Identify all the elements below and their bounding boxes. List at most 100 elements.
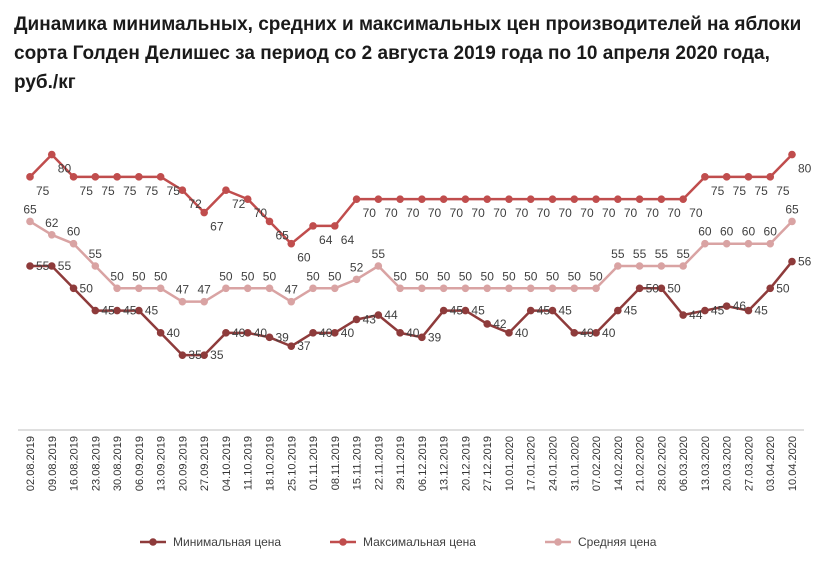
data-point: [222, 329, 230, 337]
data-label: 60: [720, 225, 734, 239]
x-tick-label: 20.09.2019: [177, 436, 189, 491]
data-label: 75: [123, 184, 137, 198]
data-label: 55: [58, 259, 72, 273]
data-label: 50: [502, 269, 516, 283]
data-point: [788, 257, 796, 266]
data-point: [287, 239, 296, 248]
data-point: [331, 284, 339, 293]
data-point: [701, 306, 709, 315]
data-point: [592, 195, 600, 203]
data-point: [396, 195, 404, 203]
data-point: [766, 239, 775, 248]
data-label: 75: [145, 184, 159, 198]
x-tick-label: 27.09.2019: [199, 436, 211, 491]
x-tick-label: 23.08.2019: [90, 436, 102, 491]
data-point: [788, 150, 796, 159]
legend-label: Средняя цена: [578, 535, 657, 549]
data-label: 45: [624, 304, 638, 318]
x-tick-label: 28.02.2020: [656, 436, 668, 491]
data-label: 45: [145, 304, 159, 318]
data-point: [200, 297, 208, 306]
legend-marker: [339, 538, 347, 546]
series-line: [29, 153, 793, 245]
data-point: [396, 329, 404, 337]
data-label: 70: [406, 206, 420, 220]
data-label: 75: [733, 184, 747, 198]
data-point: [418, 333, 426, 342]
data-point: [439, 284, 448, 293]
x-tick-label: 08.11.2019: [330, 436, 342, 490]
data-label: 70: [624, 206, 638, 220]
data-point: [135, 173, 143, 181]
data-label: 50: [546, 269, 560, 283]
data-point: [178, 186, 187, 195]
data-label: 80: [58, 162, 72, 176]
data-point: [156, 173, 165, 181]
data-label: 70: [493, 206, 507, 220]
data-labels: 55 55 50 45 45 45 40 35 35 40 40 39 37 40 40 43 44 40 39 45…: [23, 162, 811, 363]
data-point: [526, 306, 535, 315]
data-point: [744, 239, 753, 248]
data-point: [309, 222, 317, 230]
data-point: [570, 329, 579, 337]
data-label: 47: [176, 283, 190, 297]
data-label: 75: [167, 184, 181, 198]
data-point: [374, 262, 383, 270]
data-point: [374, 311, 383, 319]
data-point: [352, 275, 361, 284]
data-point: [178, 351, 187, 359]
data-label: 72: [188, 197, 202, 211]
data-point: [614, 195, 622, 203]
data-label: 40: [319, 326, 333, 340]
data-point: [352, 195, 361, 203]
data-point: [222, 186, 230, 195]
data-label: 43: [363, 312, 377, 326]
data-label: 45: [537, 304, 551, 318]
data-label: 50: [437, 269, 451, 283]
data-point: [47, 150, 56, 159]
data-label: 72: [232, 197, 246, 211]
x-tick-label: 22.11.2019: [373, 436, 385, 490]
data-point: [113, 173, 121, 181]
data-label: 70: [602, 206, 616, 220]
x-tick-label: 13.03.2020: [700, 436, 712, 491]
data-point: [352, 315, 361, 324]
data-point: [548, 306, 557, 315]
x-tick-label: 18.10.2019: [264, 436, 276, 491]
data-point: [679, 262, 687, 270]
series-line: [30, 260, 793, 357]
data-point: [744, 306, 753, 315]
x-tick-label: 17.01.2020: [526, 436, 538, 491]
x-tick-label: 15.11.2019: [352, 436, 364, 490]
data-point: [679, 311, 687, 319]
data-label: 45: [754, 304, 768, 318]
data-point: [766, 284, 775, 293]
data-label: 50: [241, 269, 255, 283]
data-point: [570, 195, 579, 203]
data-point: [287, 342, 296, 351]
x-tick-label: 13.12.2019: [439, 436, 451, 491]
data-label: 45: [711, 304, 725, 318]
x-tick-label: 13.09.2019: [156, 436, 168, 491]
data-label: 50: [568, 269, 582, 283]
x-tick-label: 20.03.2020: [722, 436, 734, 491]
data-label: 70: [450, 206, 464, 220]
data-label: 50: [219, 269, 233, 283]
data-label: 70: [689, 206, 703, 220]
data-point: [657, 284, 666, 293]
data-point: [722, 173, 731, 181]
data-point: [265, 284, 274, 293]
data-label: 55: [633, 247, 647, 261]
legend-label: Максимальная цена: [363, 535, 476, 549]
data-point: [722, 302, 731, 310]
data-point: [69, 284, 78, 293]
x-tick-label: 02.08.2019: [25, 436, 37, 491]
data-point: [287, 297, 296, 306]
data-point: [461, 306, 470, 315]
legend-label: Минимальная цена: [173, 535, 281, 549]
x-tick-label: 03.04.2020: [765, 436, 777, 491]
data-label: 70: [363, 206, 377, 220]
data-point: [788, 217, 796, 226]
data-label: 47: [285, 283, 299, 297]
